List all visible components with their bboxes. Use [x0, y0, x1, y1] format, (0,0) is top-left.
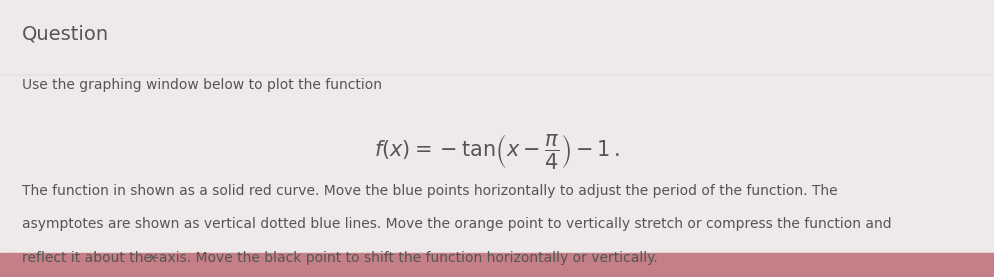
Text: asymptotes are shown as vertical dotted blue lines. Move the orange point to ver: asymptotes are shown as vertical dotted … — [22, 217, 892, 232]
Text: Use the graphing window below to plot the function: Use the graphing window below to plot th… — [22, 78, 382, 92]
Text: Question: Question — [22, 25, 109, 44]
Bar — [0, 253, 994, 277]
Text: reflect it about the: reflect it about the — [22, 251, 156, 265]
Text: $f(x) = -\tan\!\left(x - \dfrac{\pi}{4}\right) - 1\,.$: $f(x) = -\tan\!\left(x - \dfrac{\pi}{4}\… — [374, 132, 620, 171]
Text: -axis. Move the black point to shift the function horizontally or vertically.: -axis. Move the black point to shift the… — [154, 251, 658, 265]
Text: x: x — [148, 251, 156, 265]
Text: The function in shown as a solid red curve. Move the blue points horizontally to: The function in shown as a solid red cur… — [22, 184, 838, 198]
